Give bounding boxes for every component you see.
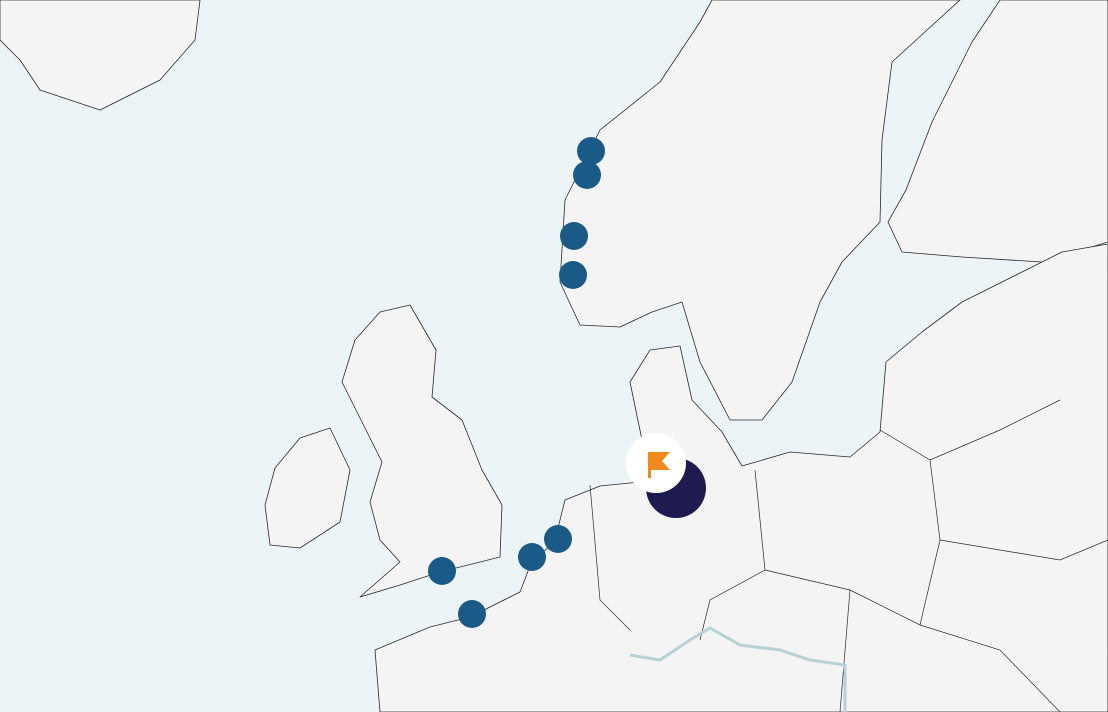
- port-marker[interactable]: [428, 557, 456, 585]
- continent: [374, 243, 1108, 712]
- port-marker[interactable]: [560, 222, 588, 250]
- port-marker[interactable]: [518, 543, 546, 571]
- port-marker[interactable]: [573, 161, 601, 189]
- scandinavia: [559, 0, 961, 421]
- port-marker[interactable]: [559, 261, 587, 289]
- port-marker[interactable]: [577, 137, 605, 165]
- great-britain: [341, 304, 503, 598]
- port-marker[interactable]: [544, 525, 572, 553]
- flag-icon: [648, 452, 670, 478]
- country-borders: [589, 399, 1108, 712]
- iceland: [0, 0, 201, 111]
- river: [629, 626, 847, 712]
- ireland: [264, 427, 351, 549]
- port-marker[interactable]: [458, 600, 486, 628]
- finland: [887, 0, 1108, 263]
